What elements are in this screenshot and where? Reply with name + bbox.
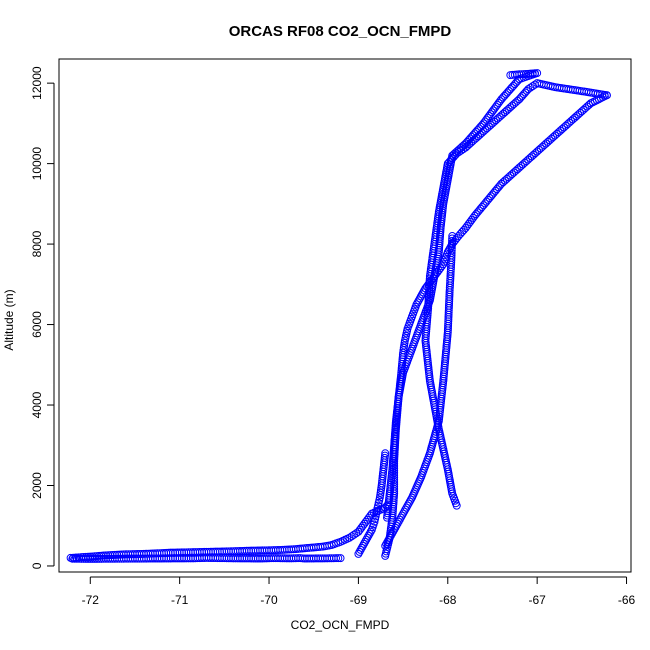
data-series [354,449,390,558]
data-point [393,519,402,528]
data-point [383,513,392,522]
data-point [391,523,400,532]
x-tick-label: -72 [82,593,100,607]
data-series [383,69,542,522]
data-points [66,69,611,563]
data-point [414,296,423,305]
data-point [385,533,394,542]
data-point [395,515,404,524]
data-point [69,553,78,562]
data-point [354,549,363,558]
data-series [381,91,611,560]
data-point [366,527,375,536]
x-tick-label: -70 [260,593,278,607]
y-tick-label: 6000 [30,311,44,338]
data-point [365,529,374,538]
y-tick-label: 0 [30,562,44,569]
x-tick-label: -69 [350,593,368,607]
y-axis: 0 2000 4000 6000 8000 10000 12000 [30,66,55,569]
data-series [66,501,392,562]
data-point [403,501,412,510]
y-tick-label: 8000 [30,230,44,257]
data-point [357,543,366,552]
data-point [359,539,368,548]
data-point [336,554,345,563]
data-point [362,535,371,544]
data-point [364,531,373,540]
data-point [394,517,403,526]
data-point [356,545,365,554]
x-tick-label: -68 [439,593,457,607]
data-point [332,554,341,563]
x-axis-label: CO2_OCN_FMPD [291,618,390,632]
data-point [397,511,406,520]
data-point [384,535,393,544]
data-point [382,539,391,548]
data-point [392,521,401,530]
data-point [358,541,367,550]
data-point [400,507,409,516]
data-point [416,292,425,301]
data-point [452,501,461,510]
data-point [401,505,410,514]
x-tick-label: -71 [171,593,189,607]
y-axis-label: Altitude (m) [2,289,16,350]
x-tick-label: -66 [618,593,636,607]
data-point [355,547,364,556]
data-point [361,537,370,546]
data-point [412,300,421,309]
data-point [448,236,457,245]
data-point [386,531,395,540]
x-tick-label: -67 [528,593,546,607]
data-point [404,499,413,508]
data-point [396,513,405,522]
y-tick-label: 4000 [30,391,44,418]
data-point [415,294,424,303]
data-series [381,232,457,550]
y-tick-label: 2000 [30,472,44,499]
y-tick-label: 12000 [30,66,44,100]
plot-box [58,58,632,573]
data-point [413,298,422,307]
data-point [381,541,390,550]
x-axis: -72 -71 -70 -69 -68 -67 -66 [82,576,636,607]
data-point [334,554,343,563]
chart-title: ORCAS RF08 CO2_OCN_FMPD [229,23,452,40]
data-series [68,553,345,563]
data-point [448,234,457,243]
data-point [448,232,457,241]
data-series [421,79,611,510]
y-tick-label: 10000 [30,147,44,181]
data-point [387,529,396,538]
data-point [405,497,414,506]
data-point [363,533,372,542]
data-point [383,537,392,546]
data-point [399,509,408,518]
data-point [390,525,399,534]
data-point [402,503,411,512]
data-point [381,449,390,458]
data-point [389,527,398,536]
